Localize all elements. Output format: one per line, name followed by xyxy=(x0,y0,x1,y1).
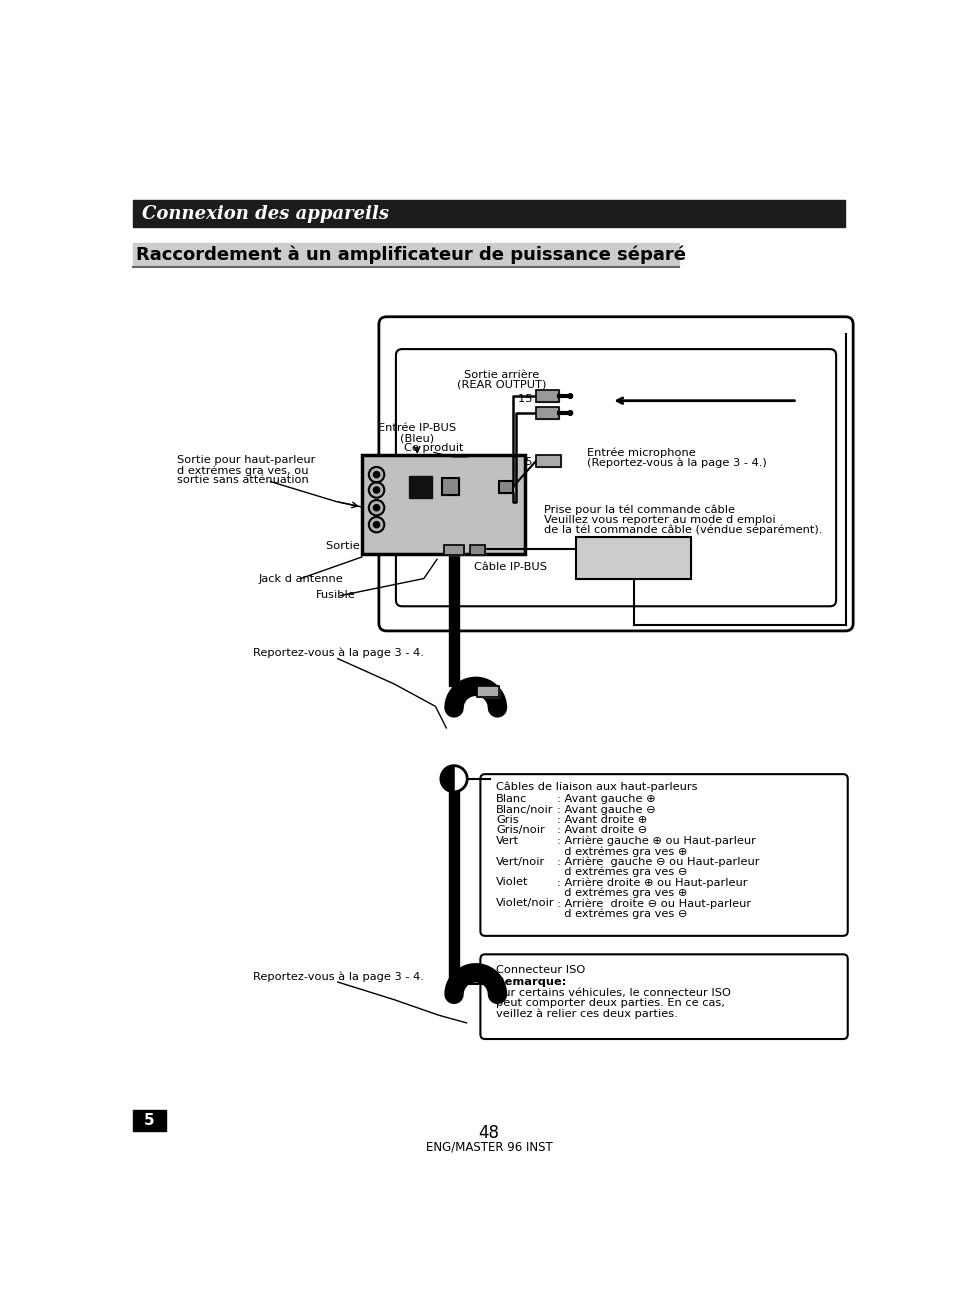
Text: Gris/noir: Gris/noir xyxy=(496,825,544,835)
Text: Connexion des appareils: Connexion des appareils xyxy=(142,205,389,223)
Text: Violet: Violet xyxy=(496,877,528,887)
Circle shape xyxy=(567,394,572,398)
Circle shape xyxy=(369,500,384,515)
Text: : Avant gauche ⊕: : Avant gauche ⊕ xyxy=(557,795,655,804)
Bar xyxy=(536,390,558,402)
Bar xyxy=(443,544,464,556)
Text: 15 cm: 15 cm xyxy=(517,457,553,466)
Bar xyxy=(576,536,691,579)
Text: (Bleu): (Bleu) xyxy=(399,433,434,442)
Bar xyxy=(476,686,498,697)
Circle shape xyxy=(369,483,384,497)
Text: d extrémes gra ves ⊕: d extrémes gra ves ⊕ xyxy=(557,887,687,898)
Text: Sur certains véhicules, le connecteur ISO: Sur certains véhicules, le connecteur IS… xyxy=(496,988,730,998)
Bar xyxy=(133,1109,166,1131)
Circle shape xyxy=(373,505,379,510)
Text: d extrémes gra ves ⊖: d extrémes gra ves ⊖ xyxy=(557,908,687,919)
Bar xyxy=(409,476,432,497)
Text: ENG/MASTER 96 INST: ENG/MASTER 96 INST xyxy=(425,1141,552,1154)
Text: 5: 5 xyxy=(144,1113,154,1128)
Bar xyxy=(576,536,691,579)
Circle shape xyxy=(373,522,379,527)
Bar xyxy=(536,407,558,419)
Text: Ce produit: Ce produit xyxy=(404,442,463,453)
Bar xyxy=(536,390,558,402)
Text: Câbles de liaison aux haut-parleurs: Câbles de liaison aux haut-parleurs xyxy=(496,782,697,792)
Text: de la tél commande câble (véndue séparément).: de la tél commande câble (véndue séparém… xyxy=(543,525,821,535)
Text: d extrémes gra ves ⊖: d extrémes gra ves ⊖ xyxy=(557,867,687,877)
Text: Remarque:: Remarque: xyxy=(496,976,566,987)
Text: Jack d antenne: Jack d antenne xyxy=(258,574,343,583)
Text: Connecteur ISO: Connecteur ISO xyxy=(496,966,584,975)
Text: Lecteur de CD: Lecteur de CD xyxy=(593,542,674,552)
Circle shape xyxy=(369,517,384,532)
Text: Sortie avant: Sortie avant xyxy=(326,542,395,551)
Bar xyxy=(536,455,560,467)
Text: Vert/noir: Vert/noir xyxy=(496,856,544,867)
Bar xyxy=(476,686,498,697)
Circle shape xyxy=(567,411,572,415)
Text: d extrémes gra ves ⊕: d extrémes gra ves ⊕ xyxy=(557,846,687,856)
Bar xyxy=(498,480,513,493)
Text: Blanc: Blanc xyxy=(496,795,527,804)
Text: Reportez-vous à la page 3 - 4.: Reportez-vous à la page 3 - 4. xyxy=(253,647,423,658)
Bar xyxy=(441,479,458,496)
Text: Gris: Gris xyxy=(496,814,518,825)
Text: Raccordement à un amplificateur de puissance séparé: Raccordement à un amplificateur de puiss… xyxy=(136,245,685,264)
Text: Veuillez vous reporter au mode d emploi: Veuillez vous reporter au mode d emploi xyxy=(543,514,775,525)
Text: Violet/noir: Violet/noir xyxy=(496,898,554,908)
Text: Vert: Vert xyxy=(496,835,518,846)
Text: : Arrière  droite ⊖ ou Haut-parleur: : Arrière droite ⊖ ou Haut-parleur xyxy=(557,898,750,908)
Text: d extrémes gra ves, ou: d extrémes gra ves, ou xyxy=(177,466,309,476)
Circle shape xyxy=(440,766,467,792)
Bar xyxy=(443,544,464,556)
Text: (Reportez-vous à la page 3 - 4.): (Reportez-vous à la page 3 - 4.) xyxy=(587,458,766,468)
Bar xyxy=(448,553,459,686)
Text: 48: 48 xyxy=(477,1124,499,1142)
Text: : Avant droite ⊕: : Avant droite ⊕ xyxy=(557,814,647,825)
Text: : Arrière gauche ⊕ ou Haut-parleur: : Arrière gauche ⊕ ou Haut-parleur xyxy=(557,835,755,846)
Text: Reportez-vous à la page 3 - 4.: Reportez-vous à la page 3 - 4. xyxy=(253,971,423,981)
Bar xyxy=(361,455,524,553)
Bar xyxy=(441,479,458,496)
Text: Sortie pour haut-parleur: Sortie pour haut-parleur xyxy=(177,455,315,466)
Text: peut comporter deux parties. En ce cas,: peut comporter deux parties. En ce cas, xyxy=(496,998,724,1009)
Circle shape xyxy=(369,467,384,483)
Bar xyxy=(498,480,513,493)
Bar xyxy=(361,455,524,553)
Text: s par ment): s par ment) xyxy=(600,561,666,572)
Text: : Arrière droite ⊕ ou Haut-parleur: : Arrière droite ⊕ ou Haut-parleur xyxy=(557,877,747,887)
Text: veillez à relier ces deux parties.: veillez à relier ces deux parties. xyxy=(496,1009,677,1019)
Bar xyxy=(536,455,560,467)
Text: Sortie arrière: Sortie arrière xyxy=(464,369,539,380)
Text: Câble IP-BUS: Câble IP-BUS xyxy=(474,561,547,572)
Text: Prise pour la tél commande câble: Prise pour la tél commande câble xyxy=(543,505,734,515)
Bar xyxy=(133,243,679,266)
Bar xyxy=(448,792,459,988)
Text: chargeur (vendu: chargeur (vendu xyxy=(586,552,680,561)
Text: Entrée IP-BUS: Entrée IP-BUS xyxy=(377,423,456,433)
Circle shape xyxy=(373,487,379,493)
Circle shape xyxy=(373,471,379,478)
Text: Blanc/noir: Blanc/noir xyxy=(496,805,553,814)
Text: Fusible: Fusible xyxy=(315,590,355,600)
Text: sortie sans atténuation: sortie sans atténuation xyxy=(177,475,309,485)
Text: : Avant gauche ⊖: : Avant gauche ⊖ xyxy=(557,805,655,814)
Bar xyxy=(469,544,484,555)
Bar xyxy=(133,200,843,227)
Text: (REAR OUTPUT): (REAR OUTPUT) xyxy=(456,380,546,390)
Polygon shape xyxy=(440,766,454,792)
Text: Entrée microphone: Entrée microphone xyxy=(587,448,696,458)
Bar xyxy=(536,407,558,419)
Text: : Arrière  gauche ⊖ ou Haut-parleur: : Arrière gauche ⊖ ou Haut-parleur xyxy=(557,856,759,867)
Text: : Avant droite ⊖: : Avant droite ⊖ xyxy=(557,825,647,835)
Bar xyxy=(469,544,484,555)
Text: 15 cm: 15 cm xyxy=(517,394,553,405)
